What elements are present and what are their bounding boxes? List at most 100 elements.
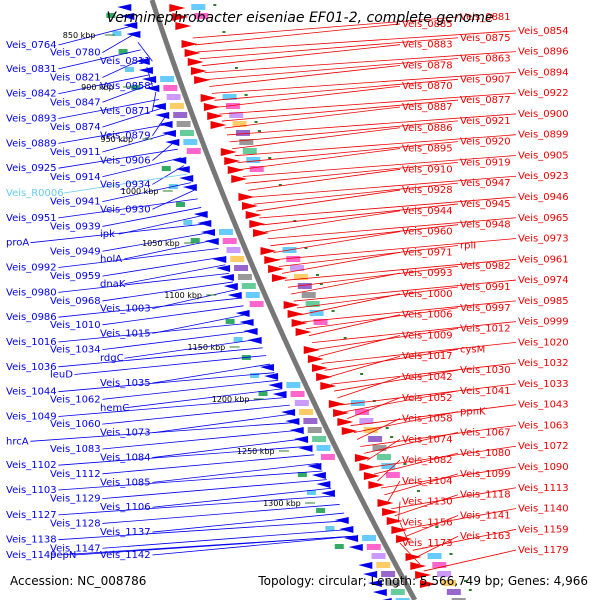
forward-leader-line <box>394 494 459 517</box>
reverse-gene-label: Veis_0764 <box>6 40 57 51</box>
forward-strand-gene <box>382 508 399 516</box>
reverse-leader-line <box>124 388 283 409</box>
forward-leader-line <box>250 175 517 198</box>
reverse-gene-label: Veis_0992 <box>6 263 57 274</box>
tick-dot <box>343 337 347 339</box>
cog-feature-block <box>363 427 378 433</box>
rna-feature <box>131 85 141 90</box>
kbp-tick-label: 1100 kbp <box>164 291 202 300</box>
reverse-gene-label: Veis_0906 <box>100 156 151 167</box>
forward-leader-line <box>192 16 459 39</box>
label-leader-lines <box>30 16 517 572</box>
cog-feature-block <box>395 598 410 600</box>
cog-feature-block <box>246 157 261 163</box>
reverse-gene-label: Veis_0811 <box>100 56 151 67</box>
forward-gene-label: Veis_0887 <box>402 102 453 113</box>
forward-gene-label: Veis_0863 <box>460 54 511 65</box>
forward-strand-gene <box>260 247 277 255</box>
cog-feature-block <box>222 238 237 244</box>
forward-gene-label: Veis_0973 <box>518 234 569 245</box>
reverse-strand-gene <box>145 85 160 92</box>
forward-leader-line <box>290 272 401 295</box>
forward-gene-label: Veis_1041 <box>460 386 511 397</box>
forward-leader-line <box>330 362 517 385</box>
forward-strand-gene <box>210 121 227 129</box>
rna-feature <box>233 337 243 342</box>
reverse-gene-label: Veis_0949 <box>50 246 101 257</box>
cog-feature-block <box>183 139 198 145</box>
reverse-gene-label: Veis_0893 <box>6 114 57 125</box>
reverse-leader-line <box>152 438 307 458</box>
reverse-leader-line <box>58 397 287 417</box>
cog-feature-block <box>299 409 314 415</box>
forward-gene-label: Veis_1017 <box>402 351 453 362</box>
forward-gene-label: Veis_1052 <box>402 393 453 404</box>
cog-feature-block <box>222 94 237 100</box>
reverse-gene-label: Veis_1044 <box>6 387 57 398</box>
cog-feature-block <box>294 400 309 406</box>
forward-strand-gene <box>184 49 201 57</box>
reverse-leader-line <box>102 454 315 475</box>
forward-strand-gene <box>175 22 192 30</box>
reverse-gene-label: Veis_1127 <box>6 510 57 521</box>
reverse-gene-label: Veis_0951 <box>6 213 57 224</box>
reverse-leader-line <box>152 165 185 185</box>
cog-feature-block <box>235 130 250 136</box>
cog-feature-block <box>225 103 240 109</box>
reverse-strand-gene <box>239 319 254 326</box>
reverse-gene-label: Veis_1084 <box>100 453 151 464</box>
forward-gene-label: Veis_0947 <box>460 178 511 189</box>
cog-feature-block <box>293 274 308 280</box>
forward-gene-label: Veis_1118 <box>460 490 511 501</box>
reverse-leader-line <box>102 429 302 450</box>
forward-leader-line <box>387 480 401 503</box>
reverse-strand-gene <box>175 166 190 173</box>
reverse-gene-label: Veis_1138 <box>6 535 57 546</box>
forward-leader-line <box>221 99 459 122</box>
kbp-tick-label: 1300 kbp <box>263 499 301 508</box>
reverse-gene-label: Veis_R0006 <box>6 188 64 199</box>
forward-gene-label: Veis_0905 <box>518 150 569 161</box>
cog-feature-block <box>194 13 209 19</box>
forward-leader-line <box>248 168 401 191</box>
forward-gene-label: Veis_1043 <box>518 400 569 411</box>
forward-leader-line <box>377 459 401 482</box>
tick-dot <box>449 553 453 555</box>
reverse-strand-gene <box>247 337 262 344</box>
reverse-leader-line <box>58 198 198 219</box>
forward-strand-gene <box>341 427 358 435</box>
cog-feature-block <box>368 436 383 442</box>
forward-leader-line <box>276 238 517 260</box>
reverse-leader-line <box>152 314 248 334</box>
cog-feature-block <box>286 382 301 388</box>
cog-feature-block <box>309 310 324 316</box>
tick-dot <box>360 373 364 375</box>
forward-strand-gene <box>220 148 237 156</box>
reverse-leader-line <box>102 107 163 128</box>
reverse-strand-gene <box>307 463 322 470</box>
reverse-strand-gene <box>285 418 300 425</box>
reverse-gene-label: Veis_1003 <box>100 304 151 315</box>
reverse-leader-line <box>102 504 340 524</box>
forward-strand-gene <box>386 517 403 525</box>
cog-feature-block <box>371 553 386 559</box>
reverse-strand-gene <box>165 139 180 146</box>
cog-feature-block <box>226 247 241 253</box>
forward-gene-label: Veis_0923 <box>518 171 569 182</box>
forward-leader-line <box>224 106 401 129</box>
forward-gene-label: Veis_0960 <box>402 227 453 238</box>
reverse-strand-gene <box>142 76 157 83</box>
tick-dot <box>278 184 282 186</box>
forward-strand-gene <box>200 94 217 102</box>
tick-dot <box>319 283 323 285</box>
forward-gene-label: Veis_0920 <box>460 137 511 148</box>
rna-feature <box>124 67 134 72</box>
cog-feature-block <box>355 409 370 415</box>
forward-leader-line <box>391 487 517 510</box>
reverse-leader-line <box>124 338 259 359</box>
forward-gene-label: Veis_0907 <box>460 74 511 85</box>
forward-strand-gene <box>368 481 385 489</box>
reverse-strand-gene <box>155 112 170 119</box>
cog-feature-block <box>241 283 256 289</box>
reverse-strand-gene <box>344 535 359 542</box>
